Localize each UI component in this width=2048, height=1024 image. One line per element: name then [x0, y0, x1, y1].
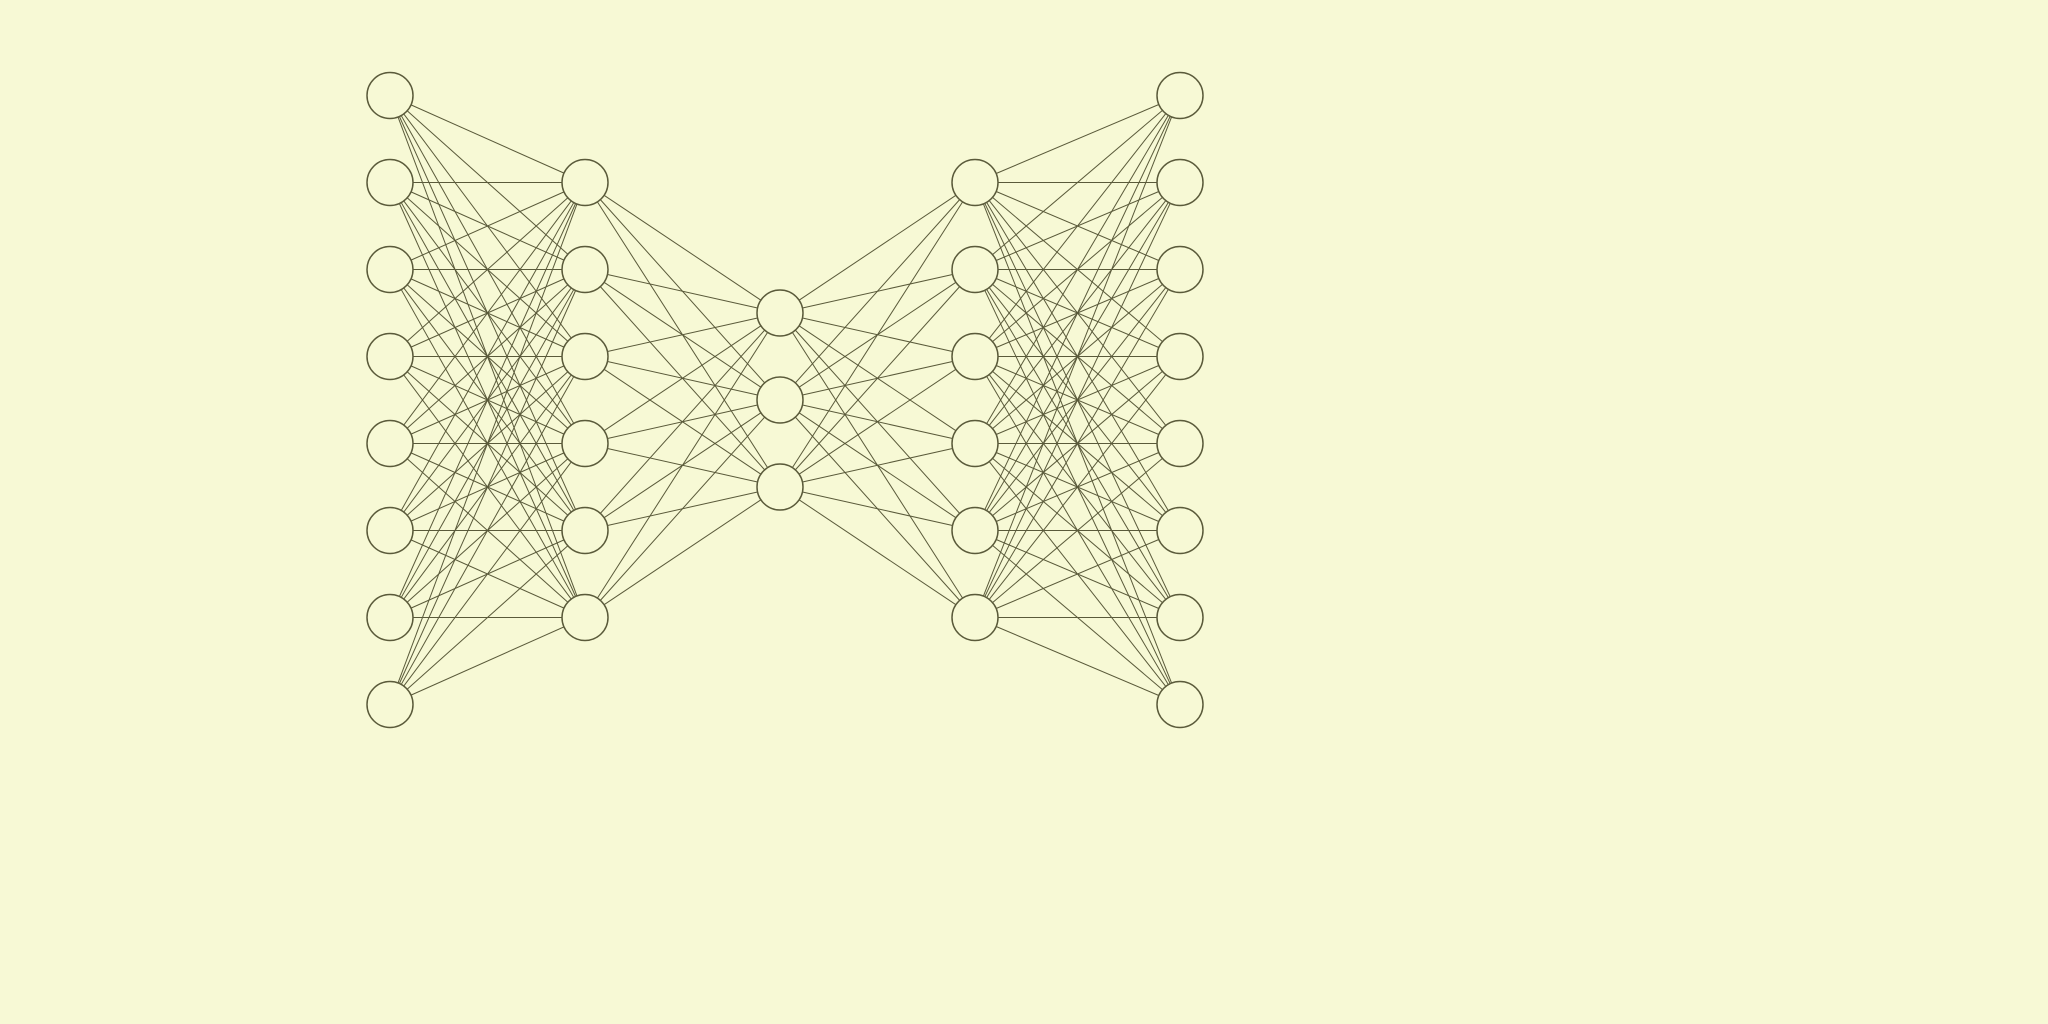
node-l1-n1 — [562, 247, 608, 293]
node-l4-n7 — [1157, 682, 1203, 728]
node-l3-n2 — [952, 334, 998, 380]
node-l3-n1 — [952, 247, 998, 293]
node-l1-n3 — [562, 421, 608, 467]
node-l1-n4 — [562, 508, 608, 554]
node-l4-n1 — [1157, 160, 1203, 206]
node-l3-n3 — [952, 421, 998, 467]
node-l3-n4 — [952, 508, 998, 554]
node-l0-n3 — [367, 334, 413, 380]
node-l0-n7 — [367, 682, 413, 728]
node-l4-n3 — [1157, 334, 1203, 380]
node-l0-n1 — [367, 160, 413, 206]
node-l2-n2 — [757, 464, 803, 510]
node-l0-n2 — [367, 247, 413, 293]
node-l1-n0 — [562, 160, 608, 206]
node-l0-n0 — [367, 73, 413, 119]
node-l4-n5 — [1157, 508, 1203, 554]
node-l3-n5 — [952, 595, 998, 641]
diagram-background — [0, 0, 2048, 1024]
node-l4-n0 — [1157, 73, 1203, 119]
node-l3-n0 — [952, 160, 998, 206]
node-l2-n1 — [757, 377, 803, 423]
node-l4-n4 — [1157, 421, 1203, 467]
node-l1-n5 — [562, 595, 608, 641]
node-l1-n2 — [562, 334, 608, 380]
node-l0-n5 — [367, 508, 413, 554]
node-l2-n0 — [757, 290, 803, 336]
node-l0-n4 — [367, 421, 413, 467]
neural-network-diagram — [0, 0, 2048, 1024]
node-l4-n6 — [1157, 595, 1203, 641]
node-l0-n6 — [367, 595, 413, 641]
node-l4-n2 — [1157, 247, 1203, 293]
